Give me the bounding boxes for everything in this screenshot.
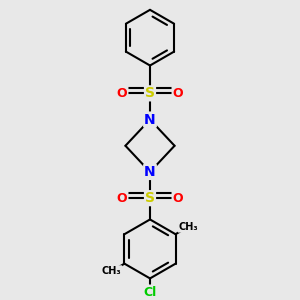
Text: O: O	[117, 192, 128, 205]
Text: O: O	[117, 87, 128, 100]
Text: O: O	[172, 87, 183, 100]
Text: Cl: Cl	[143, 286, 157, 299]
Text: CH₃: CH₃	[102, 266, 122, 276]
Text: N: N	[144, 112, 156, 127]
Text: S: S	[145, 191, 155, 205]
Text: CH₃: CH₃	[178, 222, 198, 232]
Text: O: O	[172, 192, 183, 205]
Text: S: S	[145, 86, 155, 100]
Text: N: N	[144, 165, 156, 179]
